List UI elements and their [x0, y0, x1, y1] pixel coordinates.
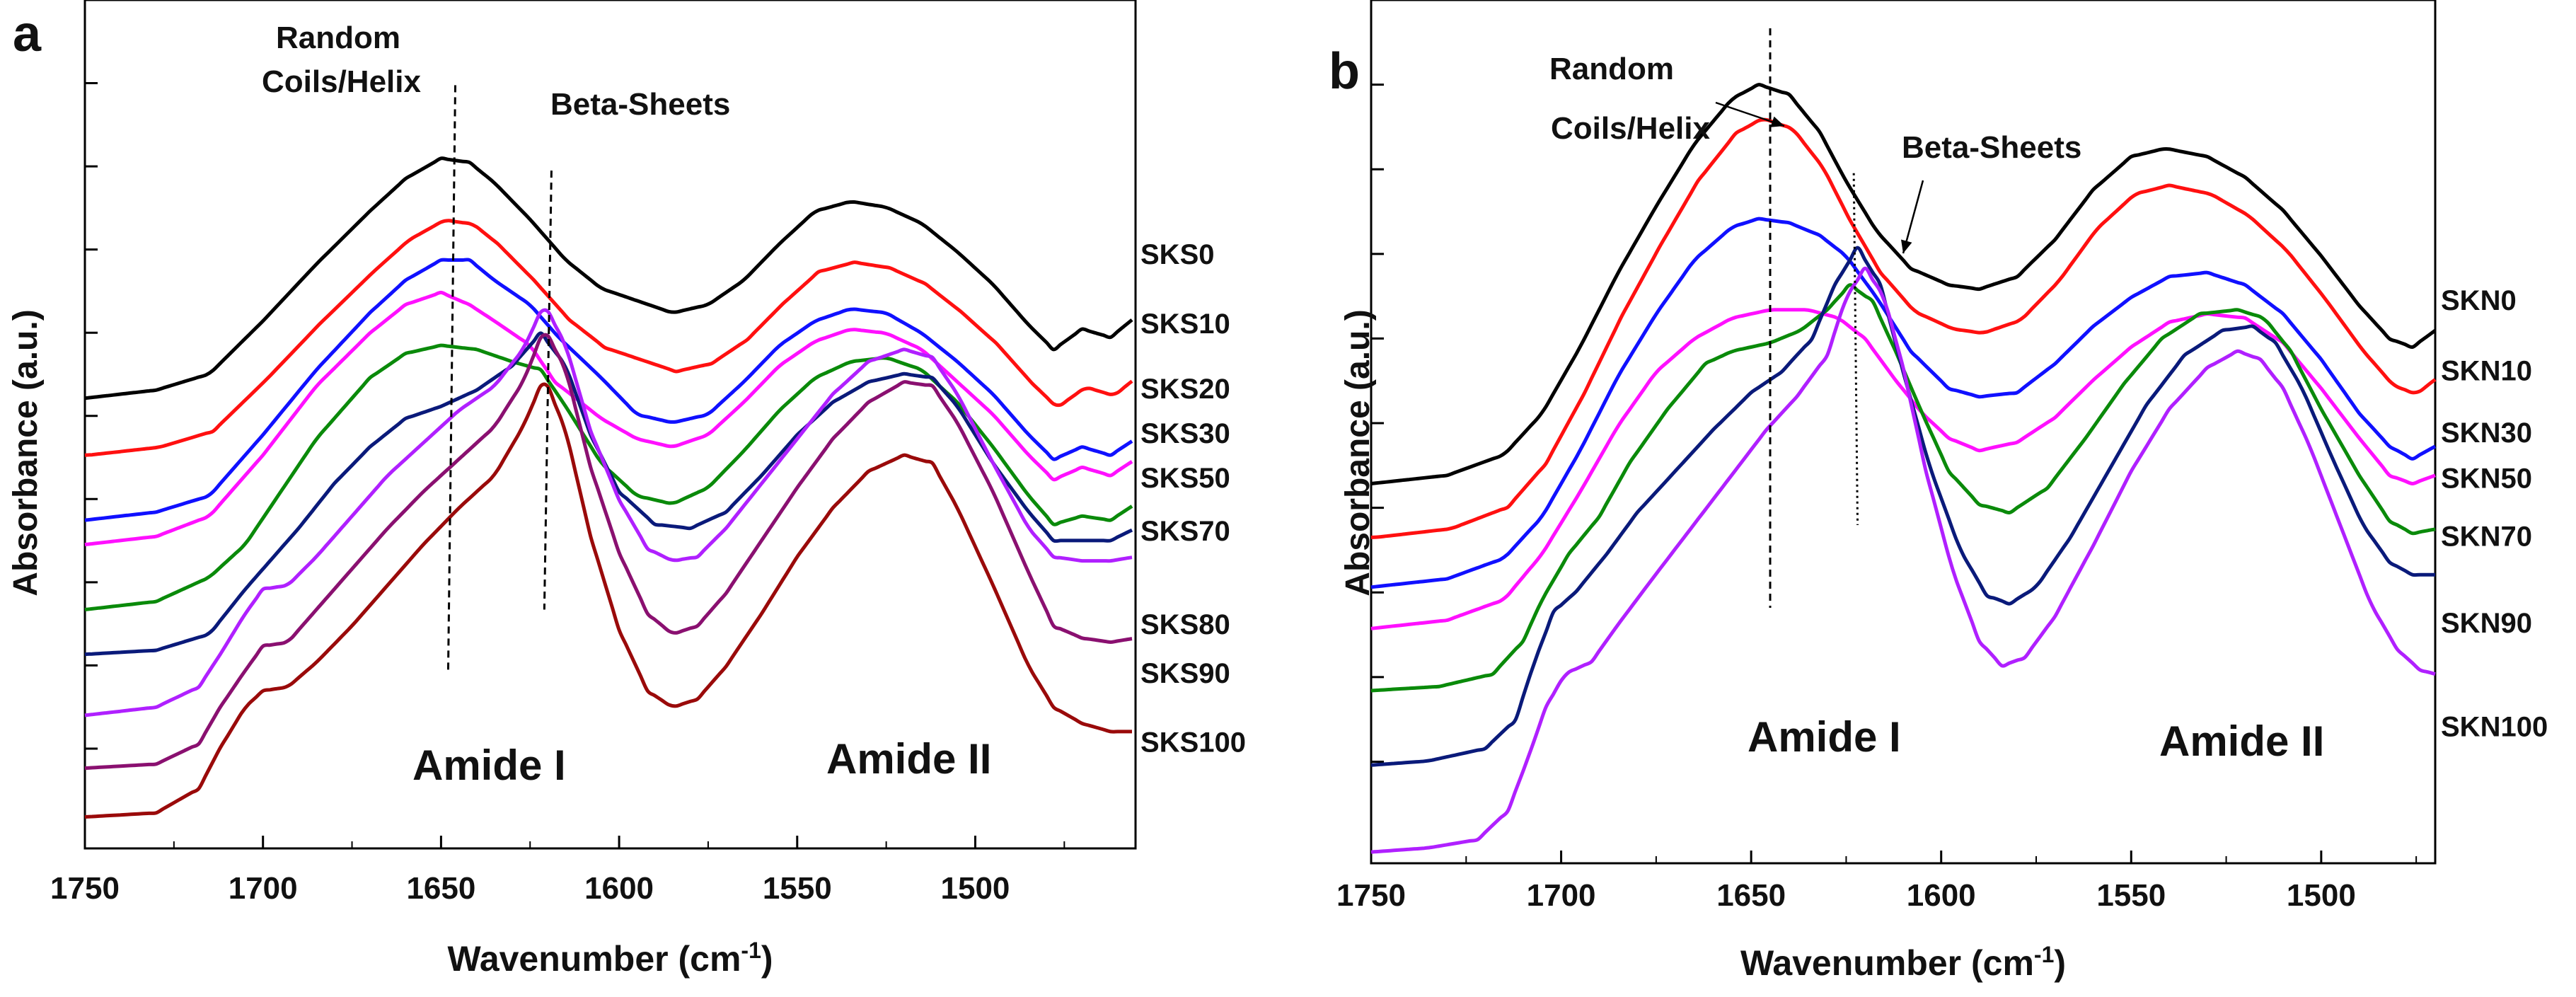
series-line-skn50: [1370, 308, 2436, 630]
series-line-sks90: [84, 333, 1133, 771]
y-axis-label: Absorbance (a.u.): [7, 309, 45, 596]
annotation-amide-ii: Amide II: [826, 735, 991, 783]
reference-line-1: [543, 171, 553, 610]
annotation-coils-helix: Coils/Helix: [1551, 111, 1710, 146]
annotation-amide-i: Amide I: [1748, 713, 1901, 761]
annotation-beta-sheets: Beta-Sheets: [550, 87, 730, 122]
plot-frame: [83, 0, 1137, 850]
series-line-sks80: [84, 308, 1133, 718]
series-line-skn30: [1370, 217, 2437, 589]
x-tick-label: 1750: [50, 871, 120, 906]
x-tick-label: 1700: [229, 871, 298, 906]
series-line-skn90: [1370, 246, 2435, 767]
series-label-sks90: SKS90: [1140, 658, 1230, 689]
series-line-sks30: [84, 290, 1133, 547]
x-tick-label: 1650: [406, 871, 475, 906]
x-tick-label: 1600: [1907, 878, 1976, 913]
x-tick-label: 1600: [584, 871, 654, 906]
series-line-sks100: [84, 382, 1132, 819]
series-line-sks0: [84, 156, 1133, 400]
x-tick-label: 1750: [1336, 878, 1406, 913]
y-axis-label: Absorbance (a.u.): [1339, 309, 1377, 596]
series-label-skn50: SKN50: [2441, 463, 2532, 494]
series-line-skn10: [1370, 117, 2437, 539]
annotation-amide-i: Amide I: [412, 742, 566, 789]
x-tick-label: 1650: [1716, 878, 1786, 913]
series-label-skn10: SKN10: [2441, 355, 2532, 386]
annotation-random: Random: [276, 21, 400, 55]
x-axis-label: Wavenumber (cm-1): [1740, 942, 2066, 983]
annotation-random: Random: [1549, 52, 1674, 86]
series-line-sks20: [84, 258, 1133, 522]
series-line-sks10: [84, 219, 1133, 457]
x-tick-label: 1700: [1527, 878, 1596, 913]
annotation-arrowhead-0: [1770, 116, 1784, 127]
x-axis-label: Wavenumber (cm-1): [447, 938, 773, 979]
plot-frame: [1370, 0, 2437, 865]
x-tick-label: 1500: [2287, 878, 2356, 913]
series-label-sks50: SKS50: [1140, 463, 1230, 494]
annotation-coils-helix: Coils/Helix: [262, 64, 421, 99]
series-label-skn100: SKN100: [2441, 711, 2548, 742]
series-label-skn30: SKN30: [2441, 417, 2532, 449]
series-label-sks80: SKS80: [1140, 609, 1230, 640]
annotation-amide-ii: Amide II: [2159, 718, 2324, 765]
reference-line-1: [1852, 173, 1859, 526]
x-tick-label: 1550: [763, 871, 832, 906]
series-label-skn90: SKN90: [2441, 608, 2532, 639]
annotation-arrowhead-1: [1901, 239, 1912, 253]
x-tick-label: 1500: [941, 871, 1010, 906]
series-label-sks30: SKS30: [1140, 418, 1230, 449]
reference-line-0: [446, 85, 457, 671]
panel-letter: a: [13, 6, 42, 62]
panel-letter: b: [1329, 43, 1360, 100]
series-label-skn70: SKN70: [2441, 521, 2532, 552]
series-line-skn100: [1370, 266, 2436, 854]
series-label-sks20: SKS20: [1140, 374, 1230, 405]
series-line-sks70: [84, 331, 1133, 657]
series-label-sks0: SKS0: [1140, 239, 1215, 270]
panel-b: 1750 1700 1650 1600 1550 1500 Wavenumber (cm-1…: [1329, 0, 2548, 983]
series-label-sks10: SKS10: [1140, 309, 1230, 340]
panel-a: 1750 1700 1650 1600 1550 1500 Wavenumber (cm-1…: [7, 0, 1246, 979]
series-label-sks70: SKS70: [1140, 516, 1230, 547]
series-line-skn0: [1370, 83, 2437, 485]
annotation-beta-sheets: Beta-Sheets: [1902, 130, 2081, 165]
series-label-sks100: SKS100: [1140, 727, 1246, 759]
x-tick-label: 1550: [2096, 878, 2166, 913]
series-label-skn0: SKN0: [2441, 285, 2517, 316]
